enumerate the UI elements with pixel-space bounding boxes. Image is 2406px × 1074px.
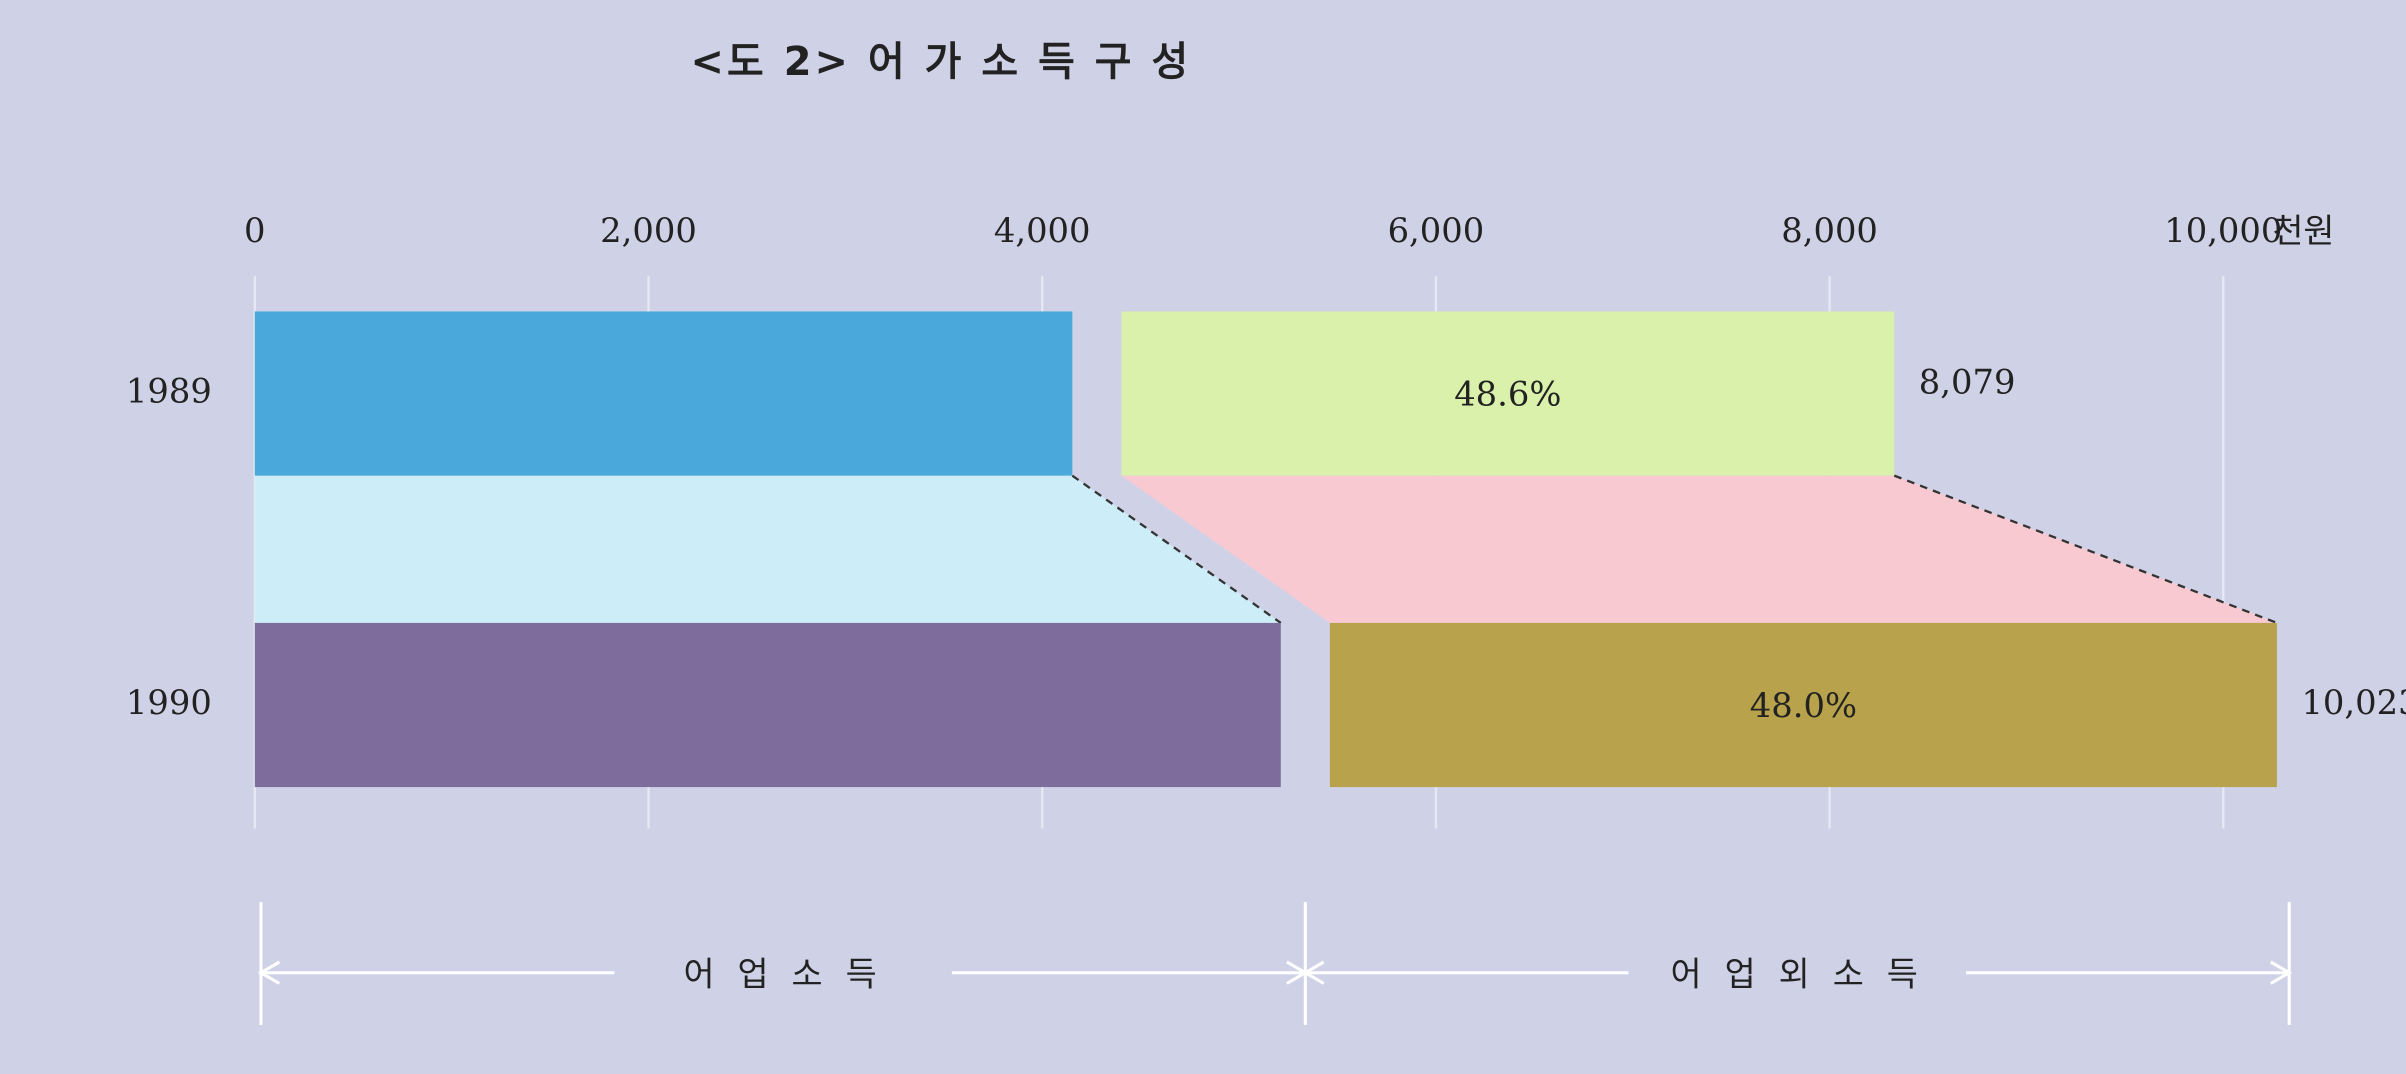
total-label: 10,023 (2301, 683, 2406, 722)
x-unit: 천원 (2272, 212, 2334, 251)
x-tick-label: 10,000 (2164, 211, 2282, 250)
connector-line (1071, 474, 1282, 624)
bar (254, 622, 1281, 788)
bar (1121, 311, 1895, 476)
legend-label: 어 업 외 소 득 (1671, 954, 1924, 993)
bar (1329, 622, 2277, 788)
connector (254, 475, 1281, 623)
x-tick-label: 0 (244, 211, 265, 250)
x-tick-label: 6,000 (1388, 211, 1485, 250)
arrow-head (1302, 960, 1325, 985)
legend-label: 어 업 소 득 (683, 954, 882, 993)
y-tick-label: 1989 (126, 372, 212, 411)
y-tick-label: 1990 (126, 683, 212, 722)
total-label: 8,079 (1919, 362, 2016, 401)
arrow-head (257, 960, 281, 985)
share-label: 48.6% (1454, 375, 1561, 414)
bar (254, 311, 1073, 476)
chart-title: <도 2> 어 가 소 득 구 성 (691, 39, 1192, 85)
arrow-head (2270, 960, 2293, 985)
x-tick-label: 4,000 (994, 211, 1091, 250)
share-label: 48.0% (1750, 686, 1857, 725)
x-tick-label: 8,000 (1781, 211, 1878, 250)
x-tick-label: 2,000 (600, 211, 697, 250)
